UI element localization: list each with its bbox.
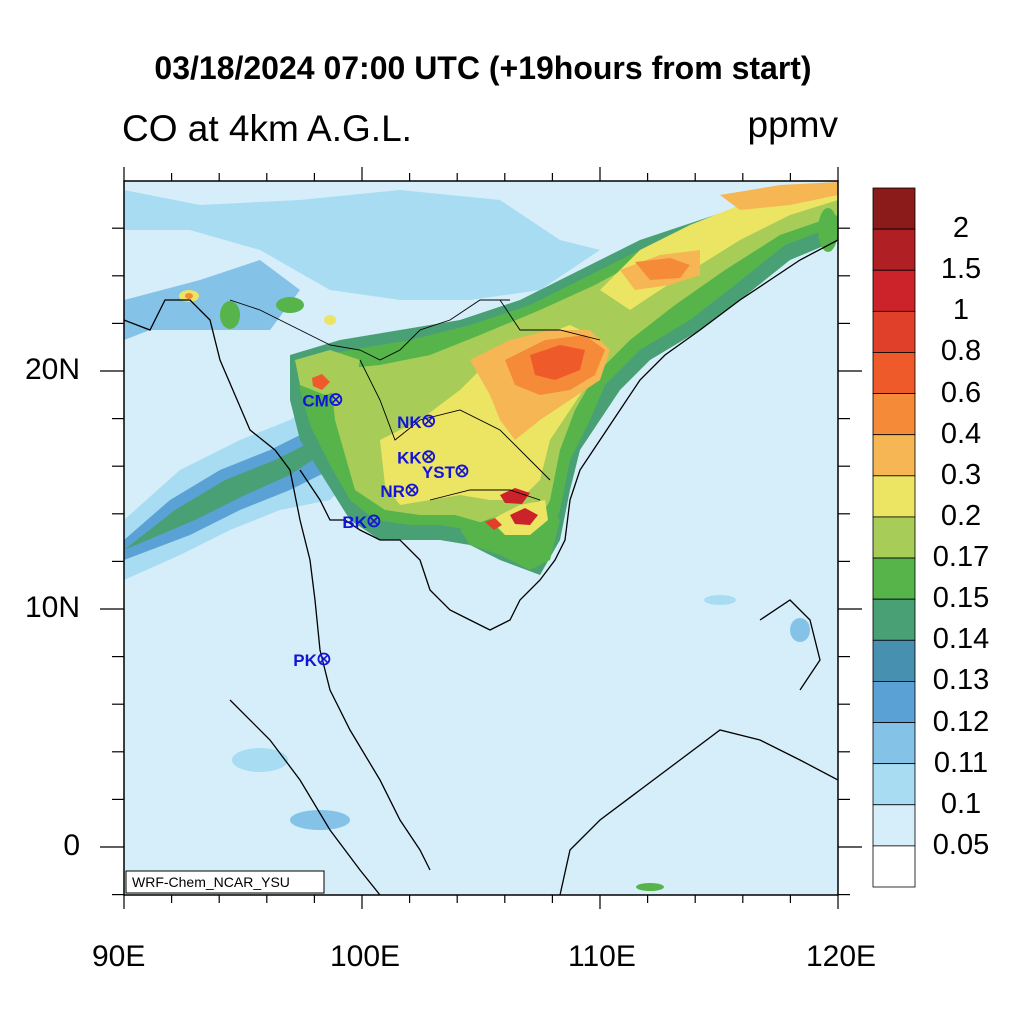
colorbar-swatch [872, 352, 916, 394]
colorbar-level-label: 0.3 [940, 458, 982, 491]
contour-hotspot-3 [485, 518, 502, 530]
blob-mm-3 [324, 315, 336, 325]
station-cross [319, 654, 329, 664]
contour-myanmar-0.6 [312, 374, 330, 390]
lon-label: 120E [806, 940, 877, 973]
credit-box [125, 870, 325, 894]
station-kk: KK [397, 449, 436, 468]
contour-west-plume-core [124, 445, 320, 550]
station-bk: BK [342, 513, 381, 532]
colorbar-swatch [872, 804, 916, 847]
colorbar-level-label: 0.05 [932, 828, 990, 861]
colorbar-level-label: 0.17 [932, 541, 990, 574]
lat-label: 20N [24, 353, 80, 386]
colorbar-level-label: 0.1 [940, 787, 982, 820]
colorbar-level-label: 0.11 [933, 746, 989, 779]
lon-label: 90E [92, 940, 146, 973]
lon-label: 100E [330, 940, 401, 973]
colorbar-swatch [872, 557, 916, 600]
country-borders [229, 299, 601, 501]
contour-myanmar-0.2 [295, 350, 360, 395]
colorbar-level-label: 1 [952, 294, 970, 327]
station-cross [424, 416, 434, 426]
map-title: 03/18/2024 07:00 UTC (+19hours from star… [154, 50, 812, 86]
colorbar-swatch [872, 269, 916, 312]
station-marker-icon [422, 450, 436, 464]
colorbar-swatch [872, 845, 916, 888]
station-label: CM [302, 392, 328, 411]
station-label: NR [380, 482, 405, 501]
contour-china-top-0.4 [720, 182, 838, 210]
station-nk: NK [397, 413, 436, 432]
colorbar-swatch [872, 722, 916, 765]
variable-label: CO at 4km A.G.L. [122, 108, 412, 149]
blob-sumatra-2 [290, 810, 350, 830]
station-cross [407, 485, 417, 495]
station-yst: YST [422, 463, 469, 482]
colorbar-level-label: 1.5 [940, 253, 982, 286]
lon-label: 110E [568, 940, 636, 973]
colorbar-level-label: 0.2 [940, 499, 982, 532]
station-label: KK [397, 449, 422, 468]
station-label: NK [397, 413, 422, 432]
colorbar-swatch [872, 228, 916, 271]
colorbar-level-label: 0.13 [932, 664, 990, 697]
station-cross [331, 394, 341, 405]
station-cross [457, 466, 467, 476]
contour-hotspot-2 [510, 508, 538, 525]
station-cm: CM [302, 392, 343, 411]
lat-label: 0 [63, 829, 80, 862]
colorbar-swatch [872, 763, 916, 806]
colorbar-swatch [872, 475, 916, 518]
colorbar-swatch [872, 187, 916, 230]
colorbar [872, 187, 916, 888]
map-frame [123, 180, 839, 896]
blob-bangladesh-core [185, 293, 193, 299]
lat-label: 10N [24, 591, 80, 624]
colorbar-level-label: 2 [952, 212, 970, 245]
colorbar-swatch [872, 639, 916, 682]
contour-top-band [124, 190, 600, 300]
coastlines [124, 239, 838, 895]
colorbar-level-label: 0.4 [940, 417, 982, 450]
station-label: YST [422, 463, 456, 482]
station-marker-icon [422, 414, 436, 428]
blob-borneo [636, 883, 664, 891]
contour-hotspot-1 [500, 488, 530, 504]
station-label: PK [293, 651, 317, 670]
colorbar-level-label: 0.14 [932, 623, 990, 656]
station-pk: PK [293, 651, 331, 670]
map-panel [124, 181, 838, 895]
blob-luzon [790, 618, 810, 642]
units-label: ppmv [747, 104, 838, 145]
contour-laos-0.8 [530, 345, 585, 380]
colorbar-swatch [872, 434, 916, 477]
station-marker-icon [317, 652, 331, 666]
blob-sea-1 [704, 595, 736, 605]
contour-nw-band [124, 260, 300, 340]
colorbar-level-label: 0.15 [932, 582, 990, 615]
model-credit: WRF-Chem_NCAR_YSU [132, 874, 290, 890]
station-cross [424, 452, 434, 462]
station-marker-icon [329, 393, 343, 406]
blob-taiwan [818, 208, 838, 252]
axis-ticks [100, 167, 862, 909]
station-label: BK [342, 513, 367, 532]
station-cross [369, 516, 379, 526]
station-nr: NR [380, 482, 419, 501]
colorbar-swatch [872, 393, 916, 436]
station-marker-icon [405, 483, 419, 497]
blob-mm-2 [276, 297, 304, 313]
colorbar-level-label: 0.6 [940, 376, 982, 409]
blob-sumatra-1 [232, 748, 288, 772]
station-marker-icon [455, 464, 469, 478]
blob-mm-1 [220, 301, 240, 329]
contour-china-0.6 [635, 258, 690, 280]
colorbar-level-label: 0.8 [940, 335, 982, 368]
station-marker-icon [367, 514, 381, 528]
colorbar-level-label: 0.12 [932, 705, 990, 738]
